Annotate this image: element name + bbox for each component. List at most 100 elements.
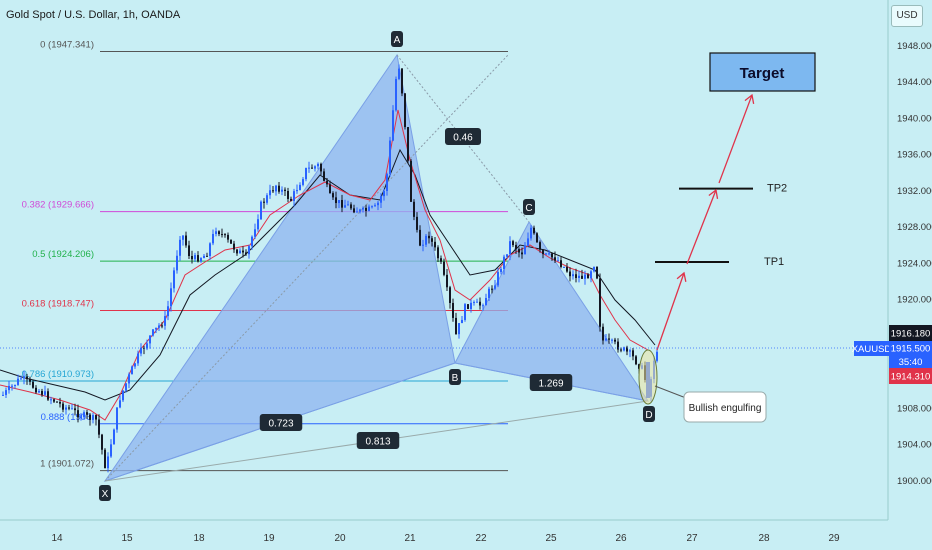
candle-body bbox=[494, 285, 496, 289]
candle-body bbox=[2, 394, 4, 396]
candle-body bbox=[362, 207, 364, 210]
candle-body bbox=[317, 163, 319, 167]
x-tick-label: 15 bbox=[121, 533, 133, 544]
candle-body bbox=[551, 253, 553, 258]
candle-body bbox=[311, 167, 313, 169]
callout-box bbox=[683, 391, 767, 423]
candle-body bbox=[239, 250, 241, 254]
y-tick-label: 1928.000 bbox=[897, 222, 932, 233]
candle-body bbox=[452, 302, 454, 318]
candle-body bbox=[92, 415, 94, 420]
candle-body bbox=[395, 78, 397, 111]
candle-body bbox=[572, 274, 574, 277]
y-tick-label: 1900.000 bbox=[897, 476, 932, 487]
candle-body bbox=[539, 242, 541, 250]
candle-body bbox=[128, 374, 130, 384]
tp1-label: TP1 bbox=[764, 256, 784, 268]
candle-body bbox=[56, 401, 58, 403]
candle-body bbox=[278, 185, 280, 192]
candle-body bbox=[557, 260, 559, 262]
candle-body bbox=[413, 201, 415, 217]
candle-body bbox=[194, 255, 196, 260]
candle-body bbox=[599, 278, 601, 327]
ratio-label: 0.723 bbox=[268, 419, 293, 430]
price-tag-text: 1916.180 bbox=[891, 329, 931, 340]
x-tick-label: 18 bbox=[193, 533, 205, 544]
ratio-marker bbox=[356, 432, 400, 449]
candle-body bbox=[626, 347, 628, 352]
pattern-point-marker bbox=[643, 406, 655, 422]
candle-body bbox=[365, 207, 367, 211]
candle-body bbox=[272, 190, 274, 192]
candle-body bbox=[119, 400, 121, 408]
candle-body bbox=[185, 235, 187, 246]
candle-body bbox=[290, 198, 292, 201]
candle-body bbox=[323, 171, 325, 181]
candle-body bbox=[71, 408, 73, 410]
candle-body bbox=[170, 288, 172, 307]
fib-level-label: 0.888 (1906. bbox=[41, 412, 94, 423]
candle-body bbox=[506, 254, 508, 257]
candle-body bbox=[425, 235, 427, 245]
candle-body bbox=[398, 68, 400, 79]
pattern-point-label: A bbox=[394, 35, 401, 46]
candle-body bbox=[140, 347, 142, 354]
ratio-marker bbox=[445, 128, 481, 145]
pattern-point-marker bbox=[391, 31, 403, 47]
candle-body bbox=[455, 317, 457, 335]
fib-level-label: 0.5 (1924.206) bbox=[32, 249, 94, 260]
candle-body bbox=[629, 350, 631, 352]
target-label: Target bbox=[740, 65, 785, 82]
candle-body bbox=[563, 266, 565, 268]
candle-body bbox=[17, 378, 19, 385]
candle-body bbox=[593, 266, 595, 272]
candle-body bbox=[116, 407, 118, 430]
candle-body bbox=[281, 189, 283, 192]
candle-body bbox=[107, 456, 109, 469]
candle-body bbox=[512, 241, 514, 246]
candle-body bbox=[263, 201, 265, 203]
candle-body bbox=[158, 325, 160, 328]
candle-body bbox=[293, 191, 295, 201]
candle-body bbox=[245, 252, 247, 255]
candle-body bbox=[554, 257, 556, 261]
candle-body bbox=[458, 323, 460, 335]
candle-body bbox=[50, 399, 52, 401]
target-arrow bbox=[686, 189, 717, 265]
candle-body bbox=[374, 205, 376, 207]
candle-body bbox=[617, 341, 619, 350]
candle-body bbox=[635, 356, 637, 365]
candle-body bbox=[548, 253, 550, 255]
x-tick-label: 25 bbox=[545, 533, 557, 544]
candle-body bbox=[467, 304, 469, 309]
tp2-label: TP2 bbox=[767, 183, 787, 195]
callout-pointer bbox=[654, 385, 687, 399]
candle-body bbox=[491, 288, 493, 290]
candle-body bbox=[74, 408, 76, 411]
currency-button[interactable]: USD bbox=[891, 5, 923, 27]
candle-body bbox=[368, 206, 370, 211]
ratio-label: 0.46 bbox=[453, 133, 473, 144]
candle-body bbox=[656, 351, 658, 361]
candle-body bbox=[314, 166, 316, 169]
target-box bbox=[709, 52, 816, 92]
candle-body bbox=[530, 227, 532, 239]
chart-title: Gold Spot / U.S. Dollar, 1h, OANDA bbox=[6, 9, 181, 21]
candle-body bbox=[152, 329, 154, 336]
candle-body bbox=[524, 245, 526, 255]
candle-body bbox=[95, 415, 97, 420]
candle-body bbox=[257, 219, 259, 230]
ema-slow-line bbox=[0, 148, 656, 401]
candle-body bbox=[338, 200, 340, 204]
candle-body bbox=[68, 407, 70, 409]
price-tag-text: XAUUSD bbox=[852, 344, 892, 355]
candle-body bbox=[122, 390, 124, 401]
candle-body bbox=[389, 140, 391, 175]
candle-body bbox=[614, 339, 616, 342]
x-tick-label: 29 bbox=[828, 533, 840, 544]
candle-body bbox=[500, 269, 502, 273]
y-tick-label: 1908.000 bbox=[897, 403, 932, 414]
candle-body bbox=[173, 270, 175, 289]
